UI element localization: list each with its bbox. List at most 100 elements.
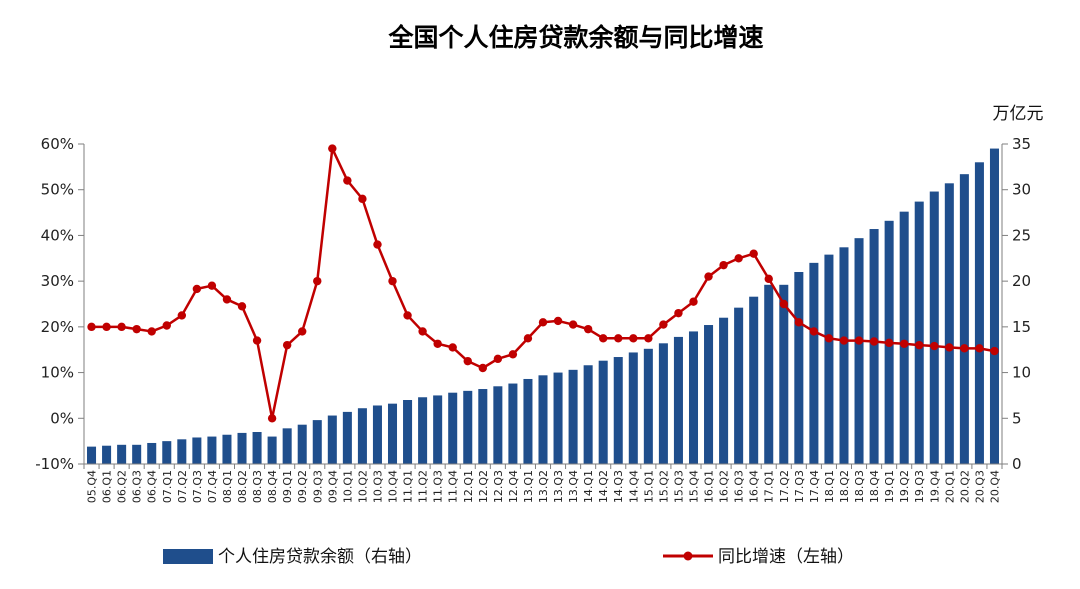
bar-06.Q4: [147, 442, 157, 464]
bar-19.Q2: [899, 211, 909, 464]
growth-point-15.Q4: [689, 297, 698, 306]
growth-point-12.Q2: [478, 363, 487, 373]
left-tick-label--10: -10%: [35, 455, 74, 473]
category-label-20.Q3: 20.Q3: [973, 470, 986, 503]
growth-point-17.Q1: [764, 274, 773, 284]
growth-point-13.Q4: [568, 320, 578, 329]
right-tick-label-25: 25: [1012, 226, 1031, 244]
bar-20.Q1: [944, 183, 954, 464]
growth-point-09.Q2: [298, 327, 307, 336]
growth-point-16.Q3: [734, 254, 743, 263]
bar-11.Q3: [433, 395, 443, 464]
bar-07.Q2: [177, 439, 187, 464]
left-tick-label-30: 30%: [41, 272, 74, 290]
bar-08.Q1: [222, 434, 232, 464]
legend-bar-label: 个人住房贷款余额（右轴）: [218, 547, 422, 567]
right-tick-label-20: 20: [1012, 272, 1031, 290]
category-label-10.Q4: 10.Q4: [387, 470, 400, 503]
category-label-10.Q1: 10.Q1: [341, 470, 354, 503]
right-tick-label-35: 35: [1012, 135, 1031, 153]
category-label-08.Q3: 08.Q3: [251, 470, 264, 503]
growth-point-10.Q3: [373, 240, 382, 249]
growth-point-06.Q2: [117, 322, 126, 332]
category-label-13.Q1: 13.Q1: [522, 470, 535, 503]
category-label-10.Q3: 10.Q3: [371, 470, 384, 503]
bar-17.Q4: [809, 262, 819, 464]
bar-13.Q2: [538, 375, 548, 464]
growth-point-19.Q3: [915, 340, 924, 350]
bar-11.Q2: [418, 397, 428, 464]
category-label-19.Q1: 19.Q1: [883, 470, 896, 503]
growth-point-15.Q3: [674, 308, 683, 318]
category-label-17.Q4: 17.Q4: [808, 470, 821, 503]
growth-point-20.Q4: [990, 346, 999, 356]
growth-point-15.Q2: [659, 320, 668, 329]
growth-point-10.Q2: [358, 194, 367, 204]
growth-point-20.Q1: [945, 343, 954, 352]
bar-10.Q2: [357, 408, 367, 464]
right-tick-label-5: 5: [1012, 409, 1022, 427]
growth-point-18.Q4: [869, 337, 879, 346]
bar-12.Q3: [493, 386, 503, 464]
growth-point-10.Q1: [343, 176, 352, 185]
bar-08.Q2: [237, 432, 247, 464]
bar-19.Q3: [914, 201, 924, 464]
category-labels: 05.Q4 06.Q1 06.Q2 06.Q3 06.Q4 07.Q1 07.Q2 07.Q3…: [86, 470, 1002, 503]
legend: 个人住房贷款余额（右轴） 同比增速（左轴）: [163, 547, 854, 567]
bar-12.Q4: [508, 383, 518, 464]
growth-point-07.Q4: [207, 281, 217, 290]
bar-14.Q4: [628, 352, 638, 464]
category-label-06.Q4: 06.Q4: [146, 470, 159, 503]
growth-point-19.Q1: [884, 338, 894, 348]
bar-20.Q4: [989, 148, 999, 464]
growth-point-20.Q2: [960, 344, 969, 353]
category-label-09.Q3: 09.Q3: [311, 470, 324, 503]
right-axis-unit: 万亿元: [993, 104, 1044, 124]
bar-20.Q3: [974, 162, 984, 465]
left-tick-label-50: 50%: [41, 181, 74, 199]
growth-point-11.Q2: [418, 327, 427, 336]
growth-point-09.Q4: [328, 144, 337, 153]
left-tick-label-0: 0%: [50, 409, 74, 427]
category-label-09.Q1: 09.Q1: [281, 470, 294, 503]
legend-line-marker: [683, 551, 693, 561]
left-tick-label-20: 20%: [41, 318, 74, 336]
left-tick-label-40: 40%: [41, 226, 74, 244]
growth-point-13.Q3: [553, 316, 563, 326]
category-label-12.Q2: 12.Q2: [477, 470, 490, 503]
category-label-10.Q2: 10.Q2: [356, 470, 369, 503]
bar-15.Q4: [688, 331, 699, 464]
growth-point-09.Q1: [282, 340, 292, 350]
growth-point-12.Q4: [508, 350, 518, 359]
bar-16.Q3: [734, 307, 744, 464]
category-label-06.Q2: 06.Q2: [116, 470, 129, 503]
left-tick-label-60: 60%: [41, 135, 74, 153]
bar-10.Q4: [387, 403, 398, 464]
growth-point-13.Q1: [523, 334, 533, 343]
category-label-19.Q4: 19.Q4: [928, 470, 941, 503]
category-label-12.Q3: 12.Q3: [492, 470, 505, 503]
growth-point-14.Q1: [583, 324, 593, 334]
category-label-18.Q3: 18.Q3: [853, 470, 866, 503]
growth-point-20.Q3: [975, 344, 984, 353]
bar-09.Q1: [282, 428, 292, 464]
bar-10.Q1: [342, 411, 352, 464]
category-label-18.Q1: 18.Q1: [823, 470, 836, 503]
left-tick-label-10: 10%: [41, 364, 74, 382]
bar-09.Q3: [312, 420, 322, 464]
growth-point-15.Q1: [644, 334, 653, 343]
growth-point-08.Q1: [222, 295, 232, 304]
bar-12.Q2: [478, 389, 488, 464]
bar-17.Q2: [779, 284, 789, 464]
growth-point-13.Q2: [538, 318, 548, 327]
growth-point-17.Q2: [779, 299, 788, 309]
category-label-07.Q4: 07.Q4: [206, 470, 219, 503]
category-label-15.Q1: 15.Q1: [642, 470, 655, 503]
category-label-06.Q1: 06.Q1: [101, 470, 114, 503]
category-label-17.Q1: 17.Q1: [763, 470, 776, 503]
growth-point-19.Q4: [930, 341, 939, 351]
bar-18.Q4: [869, 229, 879, 464]
bar-18.Q1: [824, 254, 834, 464]
bar-11.Q1: [403, 400, 413, 464]
